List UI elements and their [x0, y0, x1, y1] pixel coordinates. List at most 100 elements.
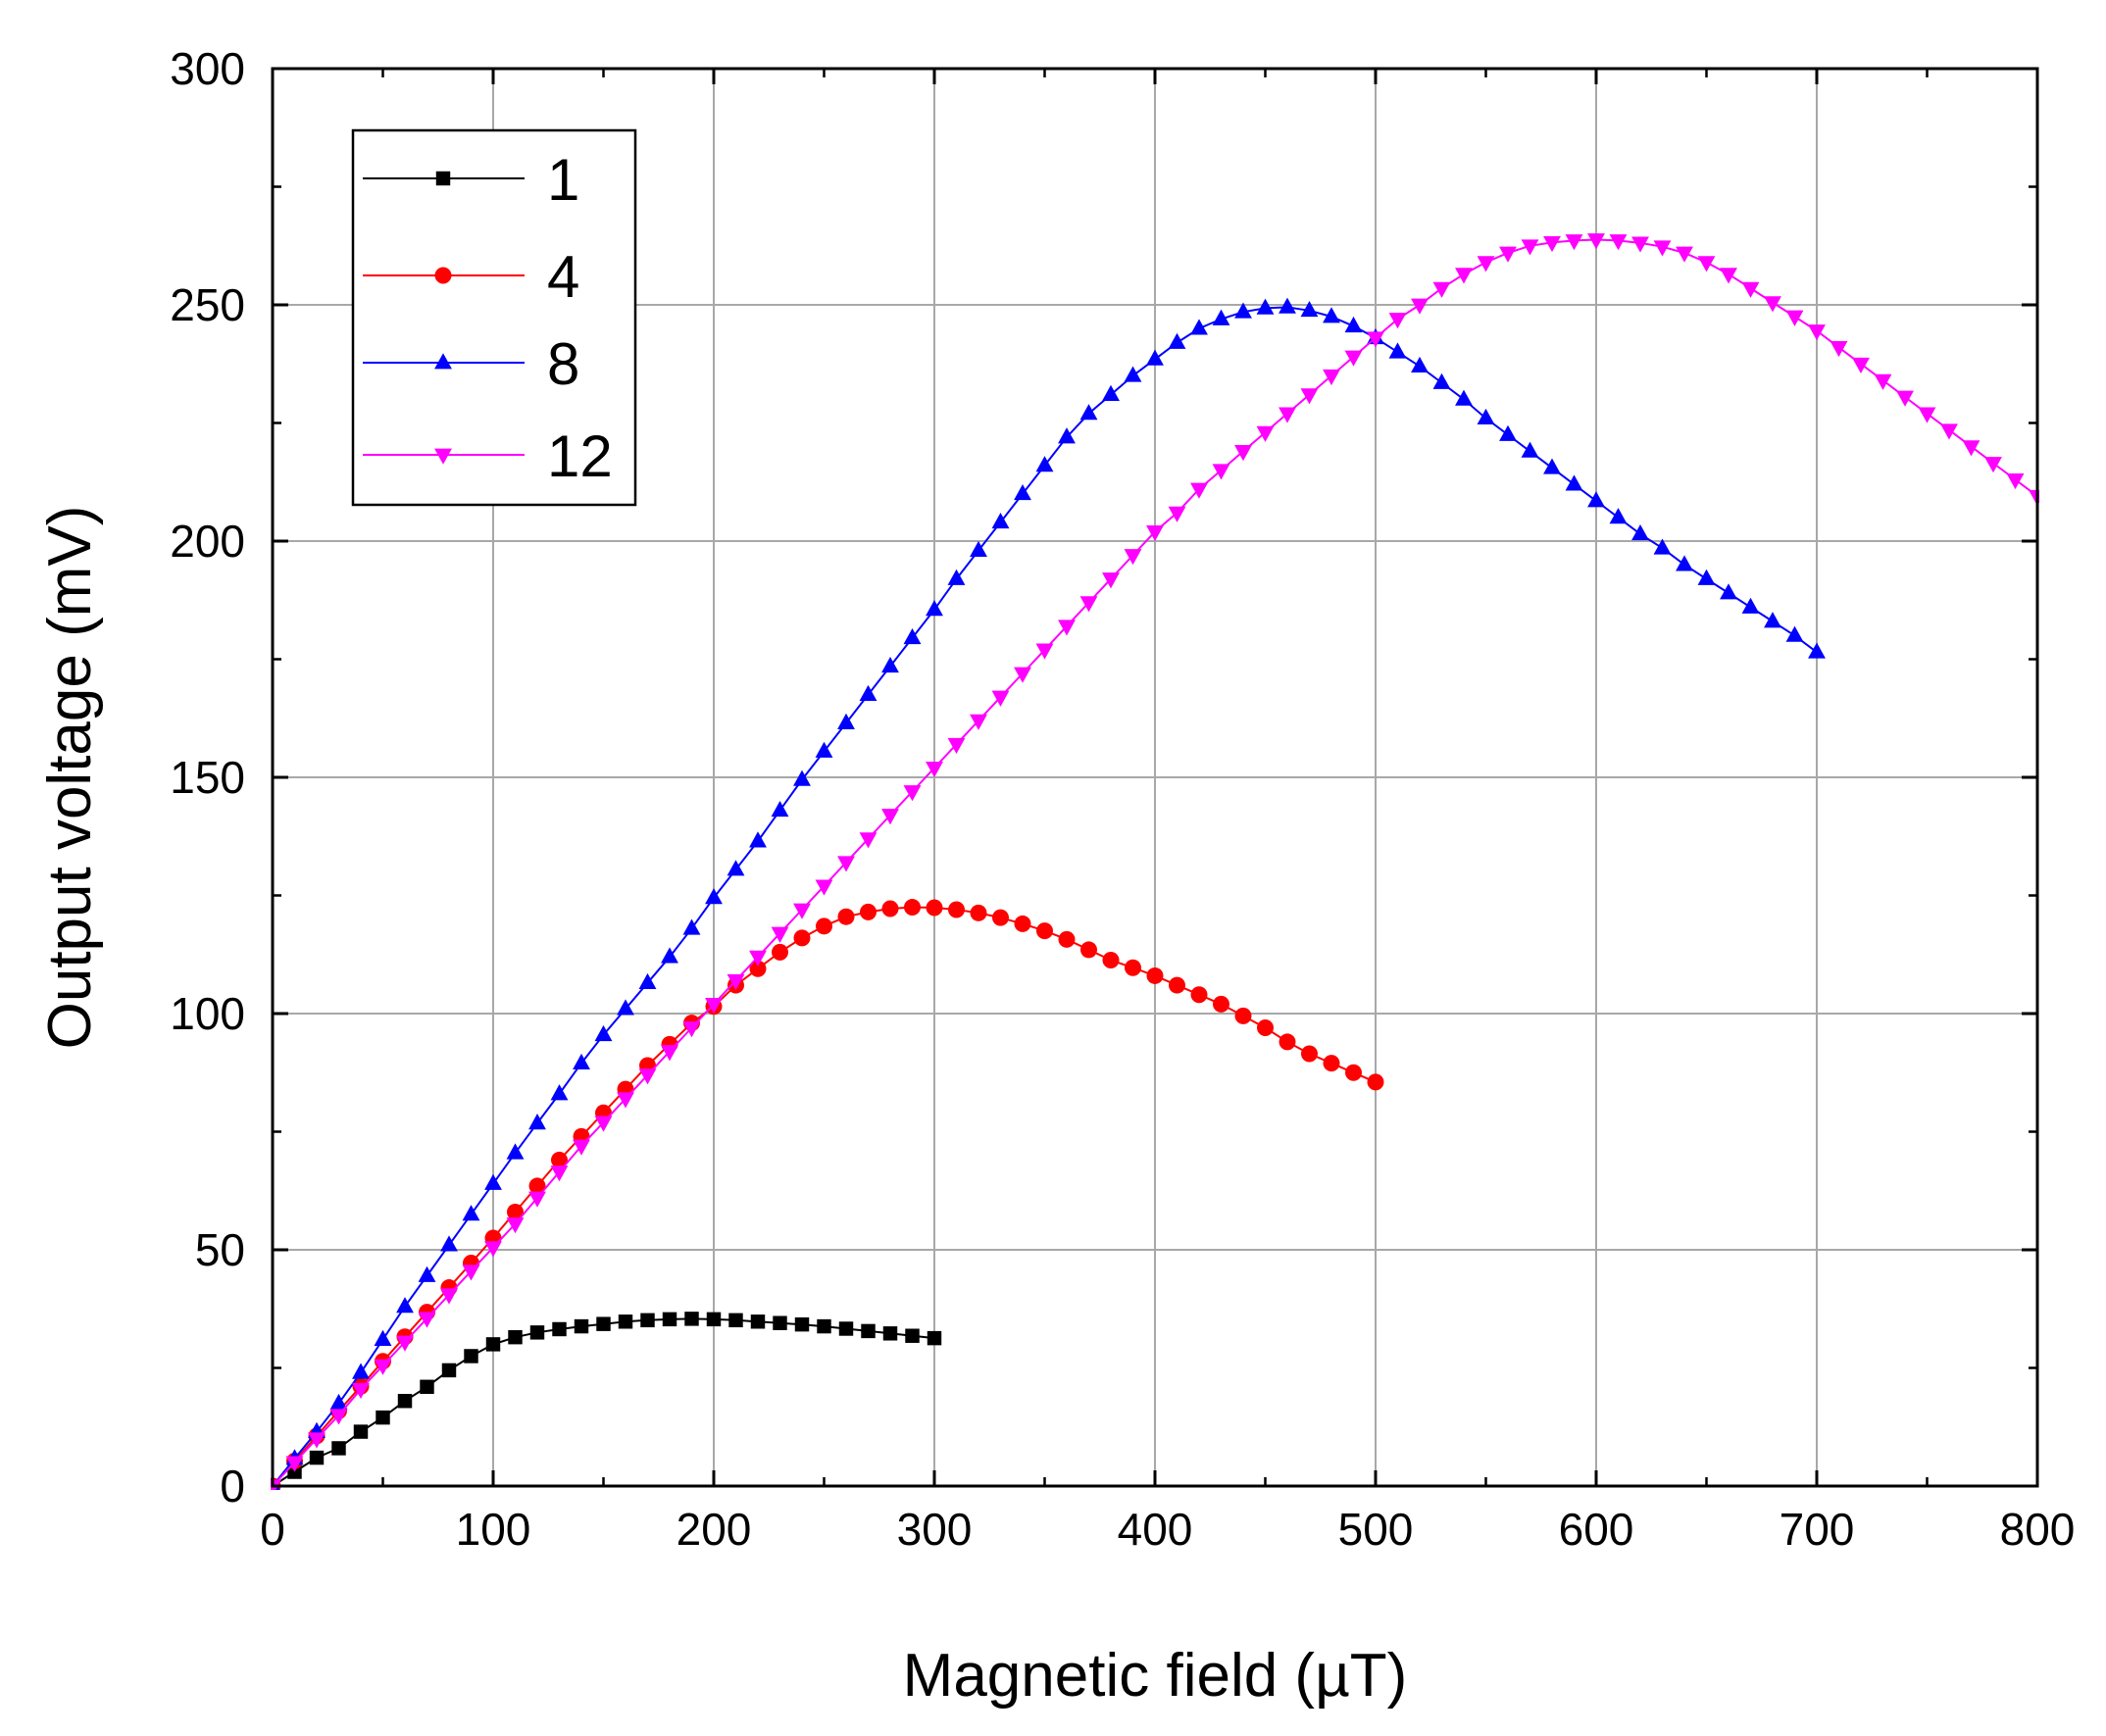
data-point [837, 713, 855, 729]
data-point [706, 1312, 722, 1327]
data-point [705, 888, 723, 905]
data-point [1565, 234, 1583, 251]
legend-item-8: 8 [363, 331, 579, 397]
data-point [773, 1315, 787, 1330]
data-point [838, 1321, 854, 1336]
data-point [771, 926, 789, 943]
data-point [861, 1323, 876, 1339]
data-point [881, 809, 899, 825]
data-point [991, 690, 1010, 707]
data-point [1609, 508, 1628, 524]
data-point [1323, 369, 1340, 386]
data-point [727, 973, 745, 991]
data-point [1190, 319, 1208, 335]
data-point [1014, 667, 1031, 683]
data-point [927, 1330, 942, 1346]
data-point [837, 856, 855, 872]
data-point [1014, 915, 1031, 932]
legend-item-1: 1 [363, 147, 579, 213]
data-point [507, 1203, 524, 1220]
data-point [662, 1312, 677, 1327]
x-tick-label: 800 [2000, 1504, 2076, 1555]
data-point [1432, 281, 1451, 298]
x-axis-title: Magnetic field (µT) [903, 1642, 1408, 1710]
data-point [793, 903, 811, 919]
data-point [1808, 642, 1826, 659]
data-point [617, 999, 634, 1016]
data-point [1124, 366, 1142, 382]
data-point [1234, 1007, 1252, 1024]
data-point [1388, 313, 1407, 329]
legend-marker [434, 353, 452, 370]
tick-labels: 0 100 200 300 400 500 600 700 800 0 50 100 150 200 250… [170, 43, 2075, 1555]
data-point [904, 899, 921, 917]
data-point [1785, 625, 1804, 642]
data-point [684, 1312, 699, 1326]
data-point [1543, 236, 1561, 253]
data-point [484, 1241, 502, 1258]
data-point [1720, 268, 1737, 284]
data-point [329, 1393, 348, 1411]
data-point [1521, 441, 1539, 458]
data-point [749, 960, 767, 977]
data-point [1212, 309, 1230, 325]
data-point [1432, 372, 1451, 389]
data-point [420, 1379, 434, 1395]
data-point [1058, 620, 1076, 636]
data-point [970, 904, 987, 921]
data-point [1631, 236, 1649, 253]
data-point [464, 1349, 478, 1364]
data-point [1388, 342, 1407, 359]
data-point [529, 1325, 545, 1340]
data-point [506, 1143, 525, 1160]
data-point [1279, 1033, 1296, 1051]
data-point [859, 832, 878, 849]
data-point [1190, 482, 1208, 499]
data-point [396, 1335, 414, 1352]
data-point [947, 737, 966, 755]
data-point [1808, 324, 1826, 341]
data-point [528, 1114, 546, 1130]
legend-marker [434, 448, 452, 465]
data-point [1300, 301, 1319, 318]
data-point [1697, 256, 1716, 273]
x-tick-label: 300 [897, 1504, 973, 1555]
legend-label: 8 [547, 331, 579, 397]
data-point [1102, 572, 1120, 589]
data-point [1676, 555, 1693, 571]
data-point [550, 1166, 569, 1182]
y-axis-title: Output voltage (mV) [36, 506, 104, 1050]
data-point [1499, 246, 1517, 263]
data-point [1256, 298, 1275, 315]
data-point [1367, 331, 1384, 348]
data-point [794, 1316, 810, 1332]
data-point [903, 785, 922, 802]
data-point [705, 997, 723, 1015]
data-point [970, 714, 987, 730]
y-tick-label: 250 [170, 279, 245, 330]
data-point [1896, 390, 1914, 407]
data-point [329, 1409, 348, 1425]
y-tick-label: 0 [220, 1461, 245, 1512]
data-point [1367, 1073, 1384, 1091]
data-point [1146, 349, 1164, 366]
x-tick-label: 200 [677, 1504, 752, 1555]
data-point [1124, 549, 1142, 566]
data-point [1587, 233, 1605, 250]
data-point [682, 918, 701, 935]
data-point [1565, 474, 1583, 491]
y-tick-label: 150 [170, 752, 245, 803]
data-point [1190, 986, 1208, 1004]
data-point [352, 1382, 370, 1399]
data-point [1741, 281, 1760, 298]
data-point [574, 1318, 589, 1334]
data-point [418, 1265, 436, 1282]
data-point [374, 1329, 392, 1346]
data-point [2006, 472, 2025, 490]
legend-marker [434, 267, 452, 284]
data-point [1168, 506, 1186, 522]
data-point [1323, 1055, 1340, 1072]
data-point [397, 1394, 413, 1409]
data-point [661, 1045, 678, 1062]
